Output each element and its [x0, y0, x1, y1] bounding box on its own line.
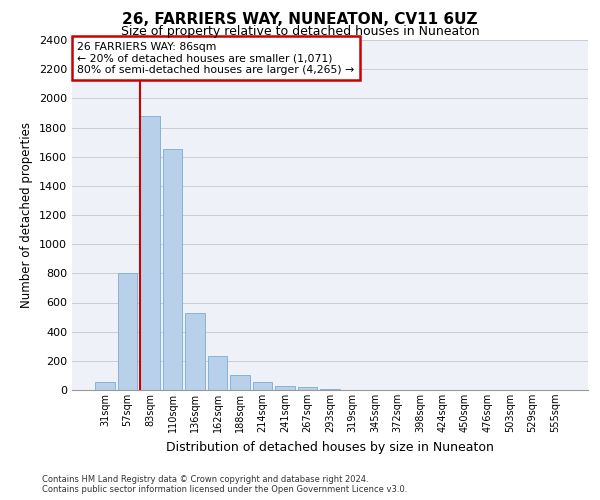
- Bar: [253, 382, 272, 390]
- X-axis label: Distribution of detached houses by size in Nuneaton: Distribution of detached houses by size …: [166, 440, 494, 454]
- Text: 26 FARRIERS WAY: 86sqm
← 20% of detached houses are smaller (1,071)
80% of semi-: 26 FARRIERS WAY: 86sqm ← 20% of detached…: [77, 42, 355, 75]
- Text: 26, FARRIERS WAY, NUNEATON, CV11 6UZ: 26, FARRIERS WAY, NUNEATON, CV11 6UZ: [122, 12, 478, 28]
- Text: Contains HM Land Registry data © Crown copyright and database right 2024.
Contai: Contains HM Land Registry data © Crown c…: [42, 474, 407, 494]
- Y-axis label: Number of detached properties: Number of detached properties: [20, 122, 34, 308]
- Bar: [208, 356, 227, 390]
- Bar: [163, 150, 182, 390]
- Bar: [95, 382, 115, 390]
- Bar: [185, 312, 205, 390]
- Bar: [230, 374, 250, 390]
- Bar: [118, 274, 137, 390]
- Bar: [320, 388, 340, 390]
- Bar: [275, 386, 295, 390]
- Bar: [298, 387, 317, 390]
- Text: Size of property relative to detached houses in Nuneaton: Size of property relative to detached ho…: [121, 25, 479, 38]
- Bar: [140, 116, 160, 390]
